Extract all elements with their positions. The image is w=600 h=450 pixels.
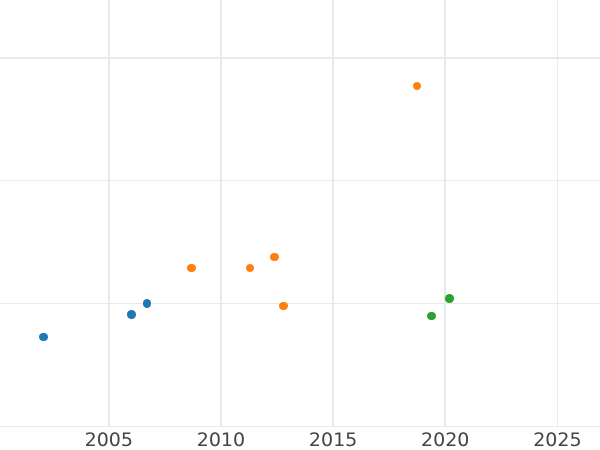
x-tick-label: 2005 [84, 429, 133, 450]
scatter-point-orange [245, 263, 255, 273]
gridline-vertical [556, 0, 559, 427]
scatter-point-orange [187, 263, 197, 273]
gridline-vertical [220, 0, 222, 427]
gridline-vertical [332, 0, 334, 427]
scatter-point-orange [270, 252, 280, 262]
gridline-horizontal [0, 425, 600, 428]
gridline-vertical [444, 0, 446, 427]
gridline-vertical [108, 0, 110, 427]
x-tick-label: 2025 [533, 429, 582, 450]
scatter-point-orange [412, 81, 422, 91]
gridline-horizontal [0, 302, 600, 305]
x-tick-label: 2015 [308, 429, 358, 450]
x-tick-label: 2020 [421, 429, 470, 450]
scatter-point-green [445, 294, 454, 304]
scatter-point-blue [142, 299, 152, 308]
gridline-horizontal [0, 179, 600, 182]
scatter-point-blue [39, 332, 49, 342]
scatter-point-orange [279, 301, 289, 311]
scatter-point-green [427, 311, 437, 321]
gridline-horizontal [0, 57, 600, 59]
scatter-point-blue [126, 310, 136, 320]
x-tick-label: 2010 [196, 429, 246, 450]
